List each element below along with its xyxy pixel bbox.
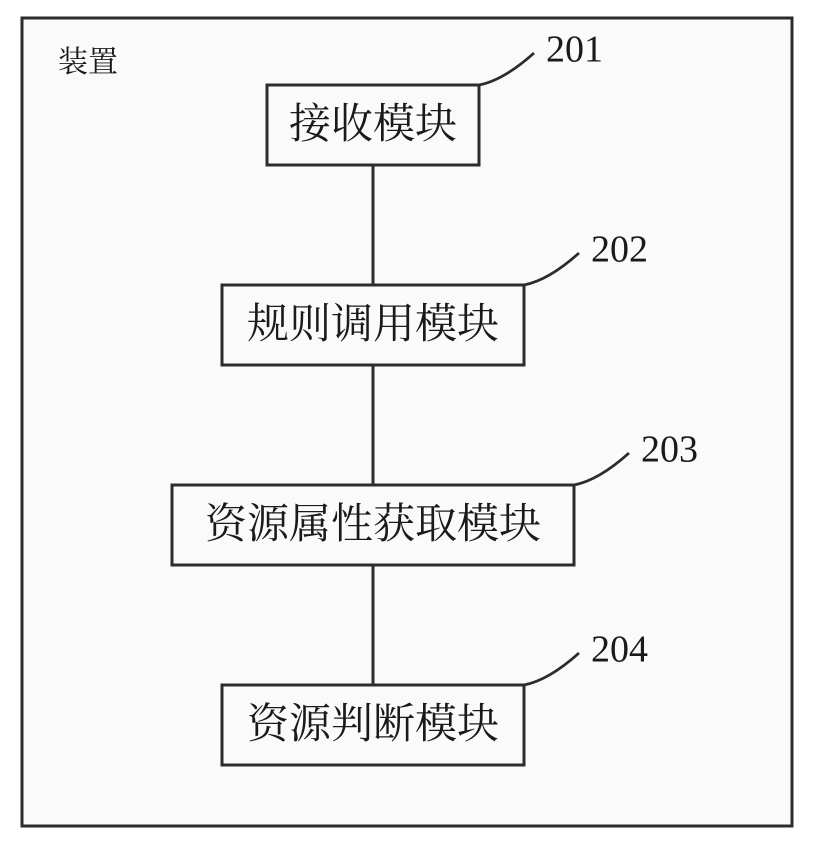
flow-node-label: 接收模块: [289, 91, 457, 151]
leader-label: 203: [641, 429, 698, 471]
leader-label: 202: [591, 229, 648, 271]
frame-title: 装置: [58, 37, 118, 81]
flow-node-label: 资源判断模块: [247, 691, 499, 751]
flow-node-label: 资源属性获取模块: [205, 491, 541, 551]
flow-node-label: 规则调用模块: [247, 291, 499, 351]
leader-label: 204: [591, 629, 648, 671]
leader-label: 201: [546, 29, 603, 71]
